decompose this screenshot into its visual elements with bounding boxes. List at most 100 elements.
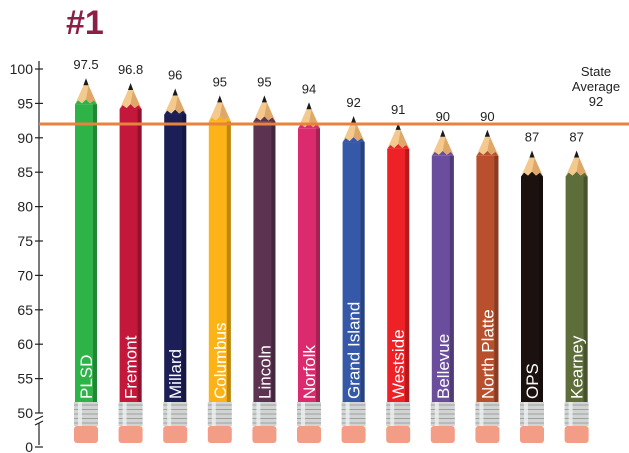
pencil-bar-body <box>476 155 499 402</box>
pencil-bar-shade <box>449 155 454 402</box>
pencil-eraser <box>252 426 277 443</box>
y-tick-label: 65 <box>17 302 33 318</box>
pencil-bar-shade <box>583 176 588 402</box>
state-average-value: 92 <box>588 94 604 109</box>
pencil-bar-body <box>253 121 276 403</box>
pencil-ferrule-highlight <box>345 402 350 426</box>
bar-value-label: 90 <box>436 109 450 124</box>
axis-break-mark <box>34 420 44 426</box>
category-label: Kearney <box>568 335 587 399</box>
pencil-scallop <box>342 137 365 143</box>
y-tick-label: 70 <box>17 267 33 283</box>
pencil-scallop <box>387 143 410 149</box>
pencil-graphite-point <box>83 78 89 86</box>
pencil-ferrule-highlight <box>78 402 82 426</box>
pencil-eraser <box>207 426 232 443</box>
pencil-scallop <box>75 99 97 105</box>
state-average-note: State Average 92 <box>560 64 629 109</box>
pencil-eraser <box>520 426 544 443</box>
y-tick-label: 50 <box>17 405 33 421</box>
pencil-wood-shade <box>86 85 97 105</box>
pencil-bar-body <box>387 148 410 402</box>
pencil-bar-shade <box>539 176 543 402</box>
pencil-bar-body <box>75 104 97 402</box>
pencil-ferrule-highlight <box>301 402 305 426</box>
y-tick-label: 75 <box>17 233 33 249</box>
bar-value-label: 87 <box>569 129 583 144</box>
pencil-bar-shade <box>316 128 320 402</box>
category-label: Norfolk <box>300 345 319 399</box>
bar-value-label: 94 <box>302 81 316 96</box>
pencil-bar-body <box>298 128 320 402</box>
y-tick-label: 85 <box>17 164 33 180</box>
pencil-graphite-point <box>217 95 223 103</box>
pencil-eraser <box>475 426 500 443</box>
pencil-eraser <box>74 426 98 443</box>
pencil-scallop <box>253 116 276 122</box>
pencil-scallop <box>565 171 588 177</box>
pencil-eraser <box>163 426 188 443</box>
pencil-scallop <box>208 116 231 122</box>
pencil-graphite-point <box>128 83 134 91</box>
category-label: Westside <box>389 329 408 399</box>
y-tick-label: 90 <box>17 130 33 146</box>
state-average-line2: Average <box>571 79 621 94</box>
y-tick-label: 100 <box>10 61 34 77</box>
pencil-scallop <box>164 109 187 115</box>
pencil-graphite-point <box>306 102 312 110</box>
pencil-graphite-point <box>529 150 535 158</box>
y-tick-label: 55 <box>17 371 33 387</box>
bar-value-label: 87 <box>525 129 539 144</box>
pencil-ferrule-highlight <box>434 402 439 426</box>
pencil-ferrule-highlight <box>256 402 261 426</box>
pencil-bar-body <box>119 109 142 403</box>
pencil-bar-body <box>521 176 543 402</box>
axis-break-mark <box>34 415 44 421</box>
y-tick-label: 60 <box>17 336 33 352</box>
pencil-graphite-point <box>484 129 490 137</box>
category-label: Fremont <box>122 335 141 399</box>
pencil-ferrule-highlight <box>122 402 127 426</box>
pencil-scallop <box>431 150 454 156</box>
pencil-graphite-point <box>351 116 357 124</box>
pencil-bar-shade <box>182 114 187 403</box>
pencil-bar-shade <box>360 142 365 403</box>
pencil-graphite-point <box>440 129 446 137</box>
pencil-scallop <box>119 104 142 110</box>
pencil-wood-shade <box>532 157 543 177</box>
category-label: Columbus <box>211 322 230 399</box>
bar-value-label: 96 <box>168 68 182 83</box>
pencil-eraser <box>341 426 366 443</box>
pencil-wood-shade <box>576 157 588 177</box>
pencil-ferrule-highlight <box>167 402 172 426</box>
category-label: OPS <box>523 363 542 399</box>
bar-value-label: 95 <box>213 74 227 89</box>
category-label: Bellevue <box>434 334 453 399</box>
pencil-wood-shade <box>264 102 276 122</box>
pencil-bar-body <box>342 142 365 403</box>
pencil-wood-shade <box>219 102 231 122</box>
pencil-wood-shade <box>130 90 142 110</box>
pencil-wood-shade <box>442 136 454 156</box>
pencil-graphite-point <box>172 88 178 96</box>
bar-value-label: 97.5 <box>73 57 98 72</box>
y-tick-label: 0 <box>25 439 33 453</box>
y-tick-label: 95 <box>17 95 33 111</box>
pencil-scallop <box>521 171 543 177</box>
pencil-wood-shade <box>175 95 187 115</box>
rank-badge: #1 <box>66 4 104 42</box>
pencil-wood-shade <box>398 129 410 149</box>
pencil-bar-shade <box>494 155 499 402</box>
bar-value-label: 96.8 <box>118 62 143 77</box>
pencil-bar-body <box>431 155 454 402</box>
pencil-graphite-point <box>395 122 401 130</box>
pencil-bar-shade <box>93 104 97 402</box>
pencil-scallop <box>476 150 499 156</box>
pencil-eraser <box>430 426 455 443</box>
pencil-graphite-point <box>261 95 267 103</box>
pencil-bar-shade <box>271 121 276 403</box>
pencil-ferrule-highlight <box>479 402 484 426</box>
bar-value-label: 91 <box>391 102 405 117</box>
pencil-wood-shade <box>353 123 365 143</box>
